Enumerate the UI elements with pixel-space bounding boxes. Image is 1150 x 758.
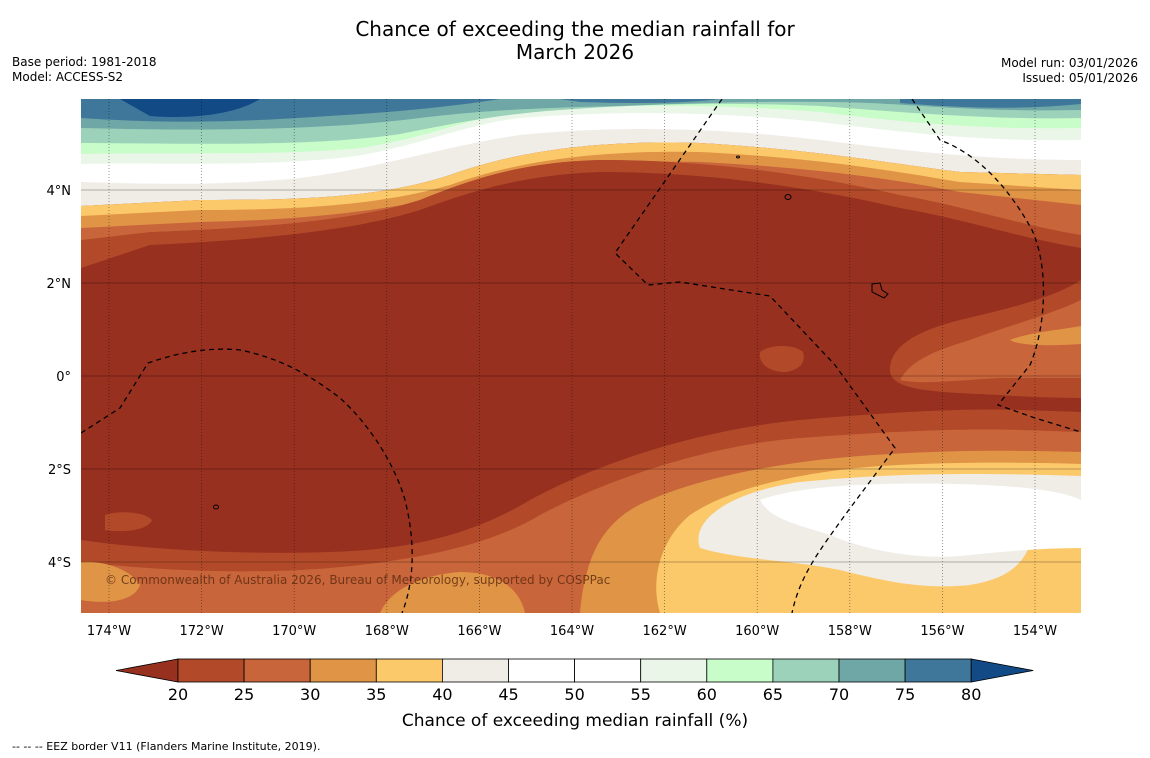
colorbar-segment xyxy=(574,658,642,683)
metadata-left: Base period: 1981-2018 Model: ACCESS-S2 xyxy=(12,55,157,85)
colorbar-tick-label: 75 xyxy=(895,685,915,704)
colorbar-tick-label: 50 xyxy=(564,685,584,704)
region-east-30-35 xyxy=(1010,326,1081,346)
band-north-75-80-c xyxy=(900,99,1081,108)
longitude-label: 174°W xyxy=(87,624,131,639)
longitude-label: 158°W xyxy=(828,624,872,639)
longitude-label: 168°W xyxy=(365,624,409,639)
longitude-label: 160°W xyxy=(735,624,779,639)
colorbar-segment xyxy=(309,658,377,683)
colorbar-tick-label: 70 xyxy=(829,685,849,704)
colorbar-tick-label: 40 xyxy=(432,685,452,704)
eez-footnote: -- -- -- EEZ border V11 (Flanders Marine… xyxy=(12,740,321,753)
model-run-text: Model run: 03/01/2026 xyxy=(1000,56,1138,70)
metadata-right: Model run: 03/01/2026 Issued: 05/01/2026 xyxy=(1001,56,1138,86)
colorbar-tick-label: 80 xyxy=(961,685,981,704)
longitude-label: 172°W xyxy=(180,624,224,639)
blob-south-30-35-a xyxy=(380,572,525,613)
island-b xyxy=(871,282,889,299)
colorbar-tick-label: 25 xyxy=(234,685,254,704)
longitude-labels: 174°W 172°W 170°W 168°W 166°W 164°W 162°W 160°W… xyxy=(87,624,1057,639)
region-east-25-30 xyxy=(900,300,1081,383)
colorbar-segment xyxy=(904,658,972,683)
blob-west-20-25 xyxy=(105,512,152,532)
blob-central-20-25 xyxy=(759,346,804,372)
band-north-25-30 xyxy=(81,160,1081,240)
rainfall-map: © Commonwealth of Australia 2026, Bureau… xyxy=(47,99,1081,731)
colorbar-tick-label: 55 xyxy=(631,685,651,704)
colorbar-segment xyxy=(640,658,708,683)
colorbar-tick-label: 35 xyxy=(366,685,386,704)
eez-border-west xyxy=(81,348,413,613)
latitude-label: 4°S xyxy=(48,556,71,571)
eez-border-central xyxy=(614,99,896,613)
blob-southwest-30-35 xyxy=(81,561,140,602)
island-a xyxy=(784,194,792,200)
copyright-text: © Commonwealth of Australia 2026, Bureau… xyxy=(105,573,610,587)
colorbar-segment xyxy=(706,658,774,683)
eez-borders xyxy=(81,99,1081,613)
island-d xyxy=(736,155,740,159)
longitude-label: 170°W xyxy=(272,624,316,639)
colorbar-segment xyxy=(375,658,443,683)
band-north-over-80 xyxy=(120,99,260,118)
colorbar-tick-label: 20 xyxy=(168,685,188,704)
longitude-label: 156°W xyxy=(920,624,964,639)
latitude-labels: 4°N 2°N 0° 2°S 4°S xyxy=(47,184,72,571)
islands xyxy=(213,155,889,510)
colorbar-segment xyxy=(838,658,906,683)
colorbar-segment xyxy=(772,658,840,683)
colorbar-over-arrow xyxy=(970,658,1034,683)
colorbar-tick-label: 30 xyxy=(300,685,320,704)
title-line-2: March 2026 xyxy=(515,40,635,64)
latitude-label: 2°N xyxy=(47,277,72,292)
colorbar-tick-label: 60 xyxy=(697,685,717,704)
colorbar-tick-labels: 20 25 30 35 40 45 50 55 60 65 70 75 80 xyxy=(168,685,982,704)
title-line-1: Chance of exceeding the median rainfall … xyxy=(355,17,795,41)
latitude-label: 4°N xyxy=(47,184,72,199)
band-north-20-25 xyxy=(81,160,1081,268)
issued-text: Issued: 05/01/2026 xyxy=(1022,71,1138,85)
probability-field xyxy=(81,99,1081,613)
colorbar-segment xyxy=(177,658,245,683)
latitude-label: 0° xyxy=(56,370,71,385)
base-period-text: Base period: 1981-2018 xyxy=(12,55,157,69)
band-north-75-80-b xyxy=(560,99,720,103)
eez-border-east xyxy=(911,99,1081,433)
colorbar-label: Chance of exceeding median rainfall (%) xyxy=(402,711,748,731)
island-c xyxy=(213,504,219,510)
longitude-label: 166°W xyxy=(457,624,501,639)
colorbar-tick-label: 65 xyxy=(763,685,783,704)
colorbar-under-arrow xyxy=(115,658,179,683)
map-title: Chance of exceeding the median rainfall … xyxy=(0,18,1150,64)
model-text: Model: ACCESS-S2 xyxy=(12,70,124,84)
colorbar-tick-label: 45 xyxy=(498,685,518,704)
colorbar-segment xyxy=(508,658,575,683)
longitude-label: 164°W xyxy=(550,624,594,639)
graticule xyxy=(81,99,1081,613)
colorbar-segment xyxy=(243,658,311,683)
latitude-label: 2°S xyxy=(48,463,71,478)
colorbar-segment xyxy=(441,658,509,683)
band-south-45-55 xyxy=(760,483,1081,557)
longitude-label: 154°W xyxy=(1013,624,1057,639)
longitude-label: 162°W xyxy=(643,624,687,639)
colorbar xyxy=(115,658,1034,683)
